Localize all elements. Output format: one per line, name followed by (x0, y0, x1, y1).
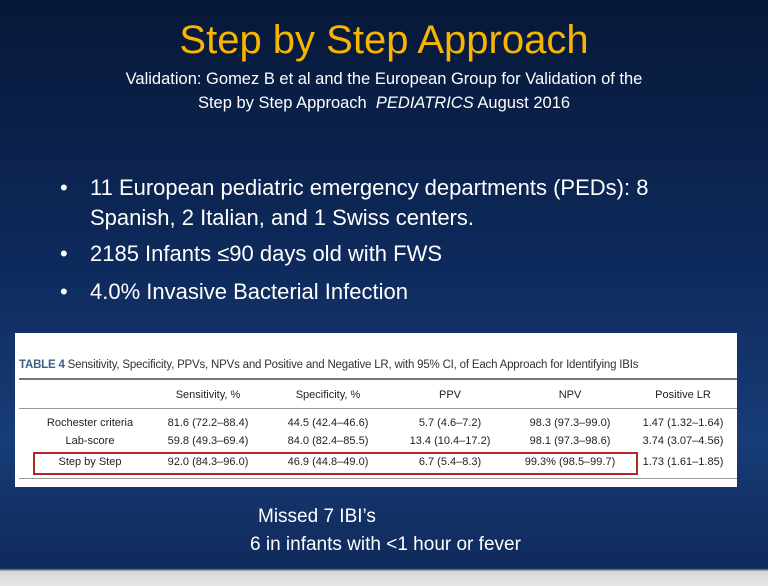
rule (19, 478, 737, 479)
bullet-text: 2185 Infants ≤90 days old with FWS (90, 241, 443, 266)
table-cell: 98.1 (97.3–98.6) (529, 435, 611, 447)
table-cell: Step by Step (58, 456, 122, 468)
bullet-text: 4.0% Invasive Bacterial Infection (90, 279, 408, 304)
caption-text: Sensitivity, Specificity, PPVs, NPVs and… (67, 359, 639, 371)
title: Step by Step Approach (179, 18, 589, 62)
table-label: TABLE 4 (19, 359, 65, 371)
header-cell: Positive LR (655, 389, 711, 401)
footer-text: Missed 7 IBI’s (258, 506, 376, 527)
table-cell: 1.47 (1.32–1.64) (642, 417, 724, 429)
caption: TABLE 4 Sensitivity, Specificity, PPVs, … (19, 359, 638, 371)
table-cell: 44.5 (42.4–46.6) (287, 417, 369, 429)
header-cell: Sensitivity, % (175, 389, 241, 401)
subtitle-text: August 2016 (477, 94, 571, 112)
table-cell: 5.7 (4.6–7.2) (418, 417, 482, 429)
table-cell: 92.0 (84.3–96.0) (167, 456, 249, 468)
header-cell: PPV (438, 389, 462, 401)
subtitle-text: Step by Step Approach (197, 94, 367, 112)
rule (19, 378, 737, 380)
header-cell: NPV (558, 389, 582, 401)
subtitle-line: Step by Step Approach PEDIATRICS August … (0, 94, 768, 113)
table-cell: 3.74 (3.07–4.56) (642, 435, 724, 447)
table-cell: 99.3% (98.5–99.7) (524, 456, 616, 468)
table-cell: Lab-score (65, 435, 115, 447)
table-cell: 13.4 (10.4–17.2) (409, 435, 491, 447)
table-cell: Rochester criteria (46, 417, 134, 429)
table-cell: 98.3 (97.3–99.0) (529, 417, 611, 429)
subtitle-line: Validation: Gomez B et al and the Europe… (125, 70, 643, 88)
table-cell: 59.8 (49.3–69.4) (167, 435, 249, 447)
journal: PEDIATRICS (375, 94, 474, 112)
highlight-box (33, 452, 638, 475)
footer-text: 6 in infants with <1 hour or fever (250, 534, 521, 555)
bullet-text: 11 European pediatric emergency departme… (90, 175, 649, 230)
table-cell: 46.9 (44.8–49.0) (287, 456, 369, 468)
table-cell: 81.6 (72.2–88.4) (167, 417, 249, 429)
table: TABLE 4 Sensitivity, Specificity, PPVs, … (15, 333, 737, 487)
table-cell: 1.73 (1.61–1.85) (642, 456, 724, 468)
rule (19, 408, 737, 409)
table-cell: 6.7 (5.4–8.3) (418, 456, 482, 468)
header-cell: Specificity, % (295, 389, 361, 401)
table-cell: 84.0 (82.4–85.5) (287, 435, 369, 447)
